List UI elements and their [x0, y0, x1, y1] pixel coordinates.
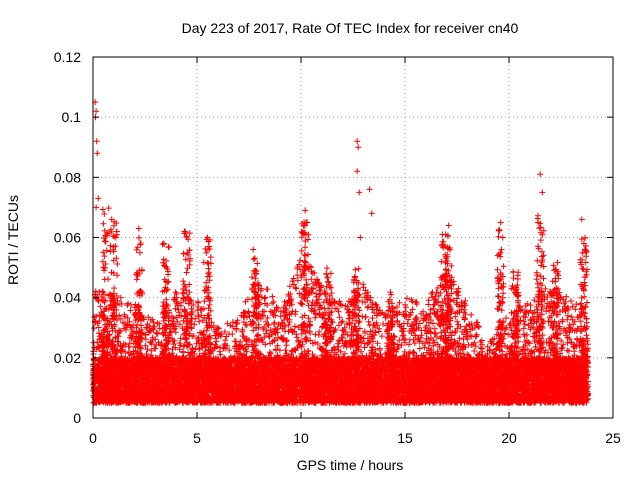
x-tick-label: 15 — [397, 430, 413, 446]
y-tick-label: 0.02 — [54, 350, 81, 366]
y-tick-labels: 0 0.02 0.04 0.06 0.08 0.1 0.12 — [54, 49, 81, 426]
y-tick-label: 0 — [73, 410, 81, 426]
y-tick-label: 0.08 — [54, 169, 81, 185]
axis-ticks — [92, 56, 614, 419]
roti-series-marks — [90, 99, 591, 406]
x-axis-label: GPS time / hours — [297, 457, 404, 473]
y-axis-label: ROTI / TECUs — [5, 195, 21, 285]
x-tick-label: 0 — [89, 430, 97, 446]
y-tick-label: 0.04 — [54, 290, 81, 306]
x-tick-label: 10 — [293, 430, 309, 446]
x-tick-label: 25 — [605, 430, 621, 446]
data-points — [90, 99, 591, 406]
y-tick-label: 0.1 — [62, 109, 82, 125]
x-tick-labels: 0 5 10 15 20 25 — [89, 430, 621, 446]
chart-title: Day 223 of 2017, Rate Of TEC Index for r… — [182, 20, 519, 36]
y-tick-label: 0.12 — [54, 49, 81, 65]
x-tick-label: 20 — [501, 430, 517, 446]
x-tick-label: 5 — [193, 430, 201, 446]
y-tick-label: 0.06 — [54, 230, 81, 246]
